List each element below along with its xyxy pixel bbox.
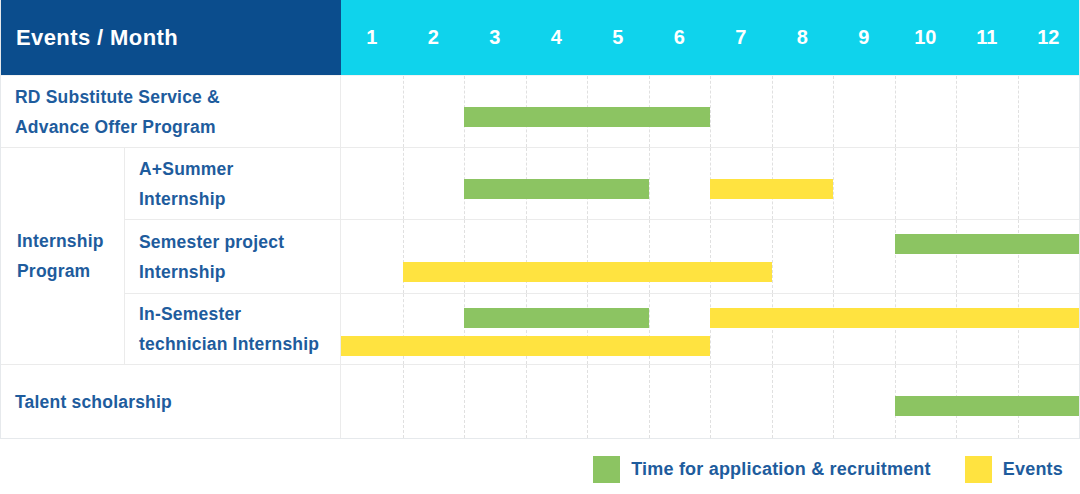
month-gridline [403, 76, 404, 147]
month-gridline [710, 220, 711, 293]
month-gridline [772, 365, 773, 438]
month-gridline [403, 365, 404, 438]
group-label-text: Internship Program [17, 226, 124, 286]
month-gridline [956, 294, 957, 364]
gantt-bar-application [895, 396, 1080, 416]
month-gridline [710, 294, 711, 364]
month-gridline [526, 365, 527, 438]
row-label-text: Talent scholarship [15, 387, 172, 417]
month-label: 10 [895, 26, 957, 49]
group-label-internship-program: Internship Program [1, 147, 125, 364]
gantt-bar-application [464, 179, 649, 199]
month-gridline [464, 220, 465, 293]
month-label: 9 [833, 26, 895, 49]
month-gridline [895, 294, 896, 364]
month-gridline [772, 76, 773, 147]
chart-row-semester-project [341, 219, 1079, 293]
month-gridline [587, 365, 588, 438]
month-gridline [1018, 294, 1019, 364]
month-gridline [526, 220, 527, 293]
month-gridline [649, 220, 650, 293]
gantt-bar-application [464, 308, 649, 328]
month-label: 3 [464, 26, 526, 49]
legend-label-events: Events [1003, 459, 1063, 480]
legend-item-events: Events [965, 456, 1063, 483]
chart-row-in-semester-technician [341, 293, 1079, 364]
row-label-text: A+Summer Internship [139, 154, 233, 214]
month-gridline [1018, 76, 1019, 147]
gantt-chart: Events / Month 123456789101112 RD Substi… [0, 0, 1080, 494]
gantt-bar-event [341, 336, 710, 356]
month-label: 7 [710, 26, 772, 49]
month-gridline [1018, 220, 1019, 293]
month-gridline [710, 365, 711, 438]
row-label-rd-substitute: RD Substitute Service & Advance Offer Pr… [1, 75, 341, 147]
gantt-table: Events / Month 123456789101112 RD Substi… [0, 0, 1080, 439]
month-gridline [833, 220, 834, 293]
legend: Time for application & recruitment Event… [0, 456, 1080, 483]
table-title: Events / Month [16, 25, 178, 51]
chart-row-talent-scholarship [341, 364, 1079, 438]
row-label-text: RD Substitute Service & Advance Offer Pr… [15, 82, 220, 142]
gantt-bar-event [710, 179, 833, 199]
month-gridline [403, 220, 404, 293]
month-label: 5 [587, 26, 649, 49]
gantt-bar-application [895, 234, 1080, 254]
month-label: 8 [772, 26, 834, 49]
month-gridline [710, 76, 711, 147]
month-label: 6 [649, 26, 711, 49]
event-color-swatch [965, 456, 992, 483]
row-label-text: In-Semester technician Internship [139, 299, 319, 359]
month-gridline [772, 220, 773, 293]
month-gridline [833, 76, 834, 147]
month-label: 4 [526, 26, 588, 49]
month-gridline [772, 294, 773, 364]
month-gridline [587, 220, 588, 293]
row-label-in-semester-technician: In-Semester technician Internship [125, 293, 341, 364]
row-label-a-plus-summer: A+Summer Internship [125, 147, 341, 219]
table-header-title-cell: Events / Month [1, 0, 341, 75]
gantt-bar-event [710, 308, 1079, 328]
chart-row-a-plus-summer [341, 147, 1079, 219]
month-gridline [403, 148, 404, 219]
month-gridline [649, 365, 650, 438]
month-gridline [956, 76, 957, 147]
row-label-talent-scholarship: Talent scholarship [1, 364, 341, 438]
month-gridline [833, 294, 834, 364]
row-label-text: Semester project Internship [139, 227, 284, 287]
month-gridline [895, 220, 896, 293]
month-label: 1 [341, 26, 403, 49]
legend-label-application: Time for application & recruitment [631, 459, 931, 480]
month-gridline [956, 220, 957, 293]
gantt-bar-application [464, 107, 710, 127]
month-label: 11 [956, 26, 1018, 49]
month-gridline [833, 365, 834, 438]
month-label: 12 [1018, 26, 1080, 49]
gantt-bar-event [403, 262, 772, 282]
application-color-swatch [593, 456, 620, 483]
month-gridline [895, 148, 896, 219]
month-gridline [649, 148, 650, 219]
month-label: 2 [403, 26, 465, 49]
legend-item-application: Time for application & recruitment [593, 456, 931, 483]
month-gridline [1018, 148, 1019, 219]
month-gridline [833, 148, 834, 219]
chart-row-rd-substitute [341, 75, 1079, 147]
month-gridline [956, 148, 957, 219]
row-label-semester-project: Semester project Internship [125, 219, 341, 293]
month-gridline [895, 76, 896, 147]
month-gridline [464, 365, 465, 438]
month-header-row: 123456789101112 [341, 0, 1079, 75]
